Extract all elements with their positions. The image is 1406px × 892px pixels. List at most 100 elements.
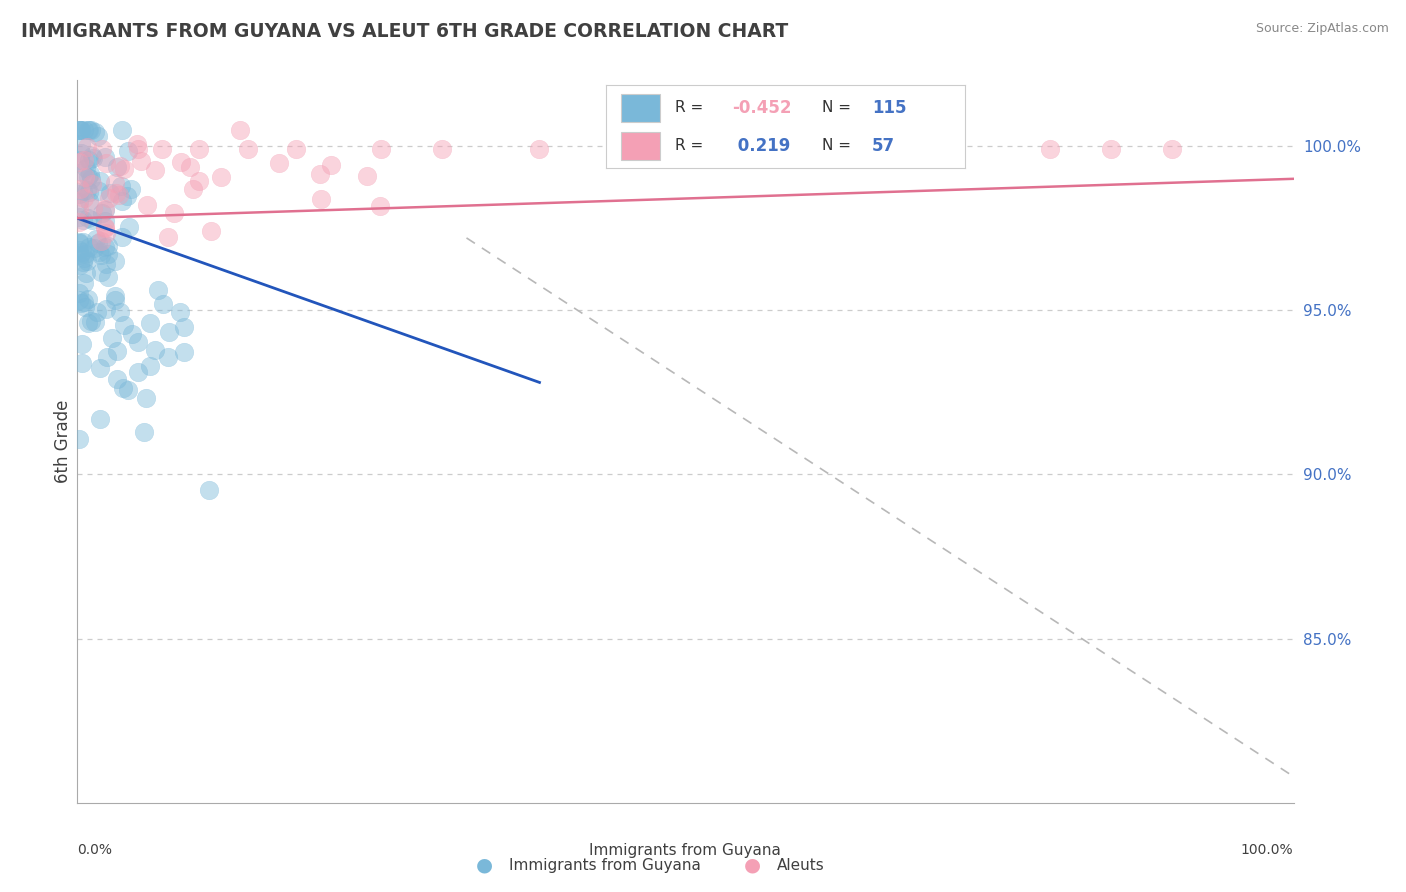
Point: [209, 170, 232, 185]
Point: [285, 142, 308, 156]
Point: [97, 239, 120, 253]
Point: [1099, 142, 1122, 156]
Point: [70, 356, 93, 370]
Point: [96, 350, 118, 364]
Point: [430, 142, 453, 156]
Text: IMMIGRANTS FROM GUYANA VS ALEUT 6TH GRADE CORRELATION CHART: IMMIGRANTS FROM GUYANA VS ALEUT 6TH GRAD…: [21, 22, 789, 41]
Point: [759, 142, 782, 156]
Point: [82, 151, 104, 165]
Point: [132, 425, 155, 439]
Point: [80, 212, 103, 227]
Point: [73, 246, 96, 260]
Point: [188, 142, 211, 156]
Point: [94, 240, 117, 254]
Point: [67, 187, 90, 202]
Point: [111, 381, 134, 395]
Point: [135, 391, 157, 405]
Point: [129, 153, 152, 168]
Point: [309, 167, 332, 181]
Point: [67, 286, 90, 301]
Text: Aleuts: Aleuts: [776, 858, 824, 872]
Point: [90, 142, 112, 156]
Point: [80, 177, 103, 191]
Point: [112, 161, 135, 176]
Point: [76, 122, 98, 136]
Point: [89, 244, 111, 259]
Point: [72, 164, 94, 178]
Point: [82, 149, 104, 163]
Point: [152, 297, 174, 311]
Point: [94, 226, 117, 240]
Point: [94, 150, 117, 164]
Point: [86, 305, 108, 319]
Point: [198, 483, 221, 498]
Point: [90, 234, 112, 248]
Point: [143, 163, 166, 178]
Point: [127, 142, 149, 156]
Point: [104, 289, 127, 303]
Point: [70, 122, 93, 136]
Point: [80, 314, 103, 328]
Point: [121, 326, 143, 341]
Point: [93, 220, 115, 235]
Point: [67, 293, 90, 307]
Point: [69, 153, 91, 168]
Point: [90, 265, 112, 279]
Point: [200, 224, 222, 238]
Point: [73, 191, 96, 205]
Point: [110, 159, 132, 173]
Point: [229, 122, 252, 136]
Point: [82, 201, 104, 215]
Point: [152, 142, 174, 156]
Point: [111, 122, 134, 136]
Point: [67, 235, 90, 250]
Point: [84, 125, 107, 139]
Point: [115, 189, 138, 203]
Point: [90, 248, 112, 262]
Point: [169, 304, 191, 318]
Point: [163, 206, 186, 220]
Point: [75, 300, 97, 314]
Point: [94, 155, 117, 169]
Point: [69, 122, 91, 136]
Point: [118, 220, 141, 235]
Point: [73, 294, 96, 309]
Point: [94, 202, 117, 217]
Y-axis label: 6th Grade: 6th Grade: [53, 400, 72, 483]
Point: [77, 239, 100, 253]
Point: [69, 182, 91, 196]
Point: [75, 266, 97, 280]
Point: [173, 345, 195, 359]
Point: [80, 172, 103, 186]
Point: [75, 161, 97, 176]
Point: [73, 169, 96, 184]
Point: [72, 235, 94, 249]
Point: [69, 258, 91, 272]
Point: [97, 247, 120, 261]
Point: [69, 137, 91, 152]
Point: [1039, 142, 1062, 156]
Point: [117, 144, 139, 158]
Point: [311, 193, 333, 207]
Point: [105, 160, 128, 174]
Point: [370, 142, 392, 156]
Text: 100.0%: 100.0%: [1241, 843, 1294, 857]
Point: [67, 432, 90, 446]
Point: [72, 252, 94, 266]
Point: [84, 232, 107, 246]
Point: [76, 140, 98, 154]
Text: Source: ZipAtlas.com: Source: ZipAtlas.com: [1256, 22, 1389, 36]
Point: [72, 255, 94, 269]
Point: [91, 206, 114, 220]
Point: [105, 343, 128, 358]
Point: [146, 283, 169, 297]
Point: [135, 198, 157, 212]
Point: [139, 317, 162, 331]
Point: [89, 412, 111, 426]
Point: [89, 361, 111, 376]
Point: [77, 293, 100, 307]
Point: [80, 122, 103, 136]
Point: [143, 343, 166, 357]
Point: [73, 122, 96, 136]
Point: [110, 178, 132, 193]
